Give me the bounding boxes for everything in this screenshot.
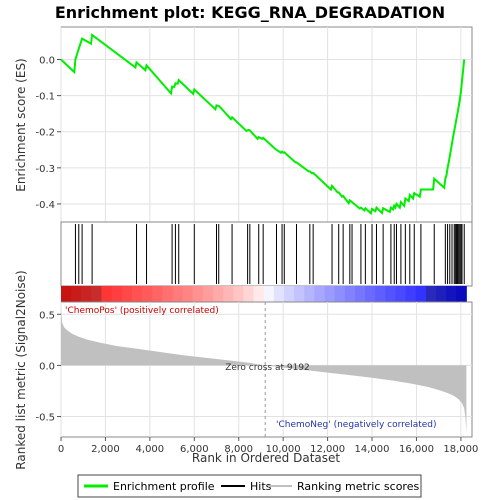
legend-label: Enrichment profile: [113, 480, 215, 493]
rank-bar-segment: [61, 286, 72, 302]
legend-items: Enrichment profile Hits Ranking metric sco…: [84, 480, 419, 493]
rank-bar-segment: [334, 286, 346, 302]
rank-bar-segment: [131, 286, 143, 302]
rank-bar-segment: [456, 286, 467, 302]
rank-bar-segment: [405, 286, 417, 302]
hits-panel: [60, 221, 473, 287]
rank-bar-segment: [385, 286, 396, 302]
rank-bar-segment: [375, 286, 386, 302]
es-y-tick-label: -0.1: [35, 92, 55, 103]
rank-bar-segment: [101, 286, 113, 302]
rank-bar-segment: [273, 286, 285, 302]
positive-correlation-label: 'ChemoPos' (positively correlated): [65, 306, 219, 316]
negative-correlation-label: 'ChemoNeg' (negatively correlated): [276, 420, 437, 430]
metric-y-tick-label: 0.5: [39, 310, 55, 321]
x-tick-label: 0: [58, 444, 64, 455]
legend-label: Ranking metric scores: [297, 480, 419, 493]
rank-bar-segment: [121, 286, 133, 302]
legend: Enrichment profile Hits Ranking metric sco…: [77, 474, 422, 498]
rank-bar-segment: [263, 286, 275, 302]
rank-bar-segment: [91, 286, 102, 302]
x-tick-label: 12,000: [310, 444, 345, 455]
x-tick-label: 18,000: [443, 444, 478, 455]
rank-bar-segment: [233, 286, 244, 302]
rank-bar-segment: [294, 286, 305, 302]
chart-title: Enrichment plot: KEGG_RNA_DEGRADATION: [55, 3, 445, 22]
hit-marks: [74, 224, 465, 284]
rank-bar-segment: [354, 286, 366, 302]
rank-bar-segment: [81, 286, 92, 302]
es-y-tick-label: -0.2: [35, 128, 55, 139]
metric-y-tick-label: -0.5: [35, 413, 55, 424]
es-axis-label: Enrichment score (ES): [14, 58, 28, 191]
x-tick-label: 2,000: [91, 444, 120, 455]
rank-bar-segment: [395, 286, 407, 302]
enrichment-profile-line: [60, 33, 466, 216]
x-tick-label: 4,000: [136, 444, 165, 455]
metric-panel: 0.5 0.0 -0.5 'ChemoPos' (positively correl…: [35, 301, 473, 438]
metric-axis-label: Ranked list metric (Signal2Noise): [14, 270, 28, 469]
rank-bar-segment: [344, 286, 356, 302]
rank-bar-segment: [111, 286, 123, 302]
rank-bar-segment: [243, 286, 254, 302]
rank-bar-segment: [304, 286, 315, 302]
es-grid: [60, 27, 472, 222]
rank-bar-segment: [314, 286, 325, 302]
rank-bar-segment: [324, 286, 336, 302]
es-panel: 0.0 -0.1 -0.2 -0.3 -0.4: [35, 26, 473, 223]
x-tick-label: 16,000: [399, 444, 434, 455]
rank-bar-segment: [162, 286, 173, 302]
es-y-ticks: 0.0 -0.1 -0.2 -0.3 -0.4: [35, 56, 61, 211]
rank-bar-segment: [253, 286, 265, 302]
es-y-tick-label: 0.0: [39, 56, 55, 67]
legend-frame: [77, 474, 422, 498]
rank-bar-segment: [415, 286, 427, 302]
rank-bar-segment: [172, 286, 184, 302]
zero-cross-label: Zero cross at 9192: [225, 363, 310, 373]
x-axis-label: Rank in Ordered Dataset: [192, 451, 340, 465]
x-tick-label: 6,000: [180, 444, 209, 455]
rank-bar-segment: [283, 286, 295, 302]
rank-bar-segment: [213, 286, 224, 302]
rank-color-bar: [61, 286, 467, 302]
rank-bar-segment: [71, 286, 82, 302]
rank-bar-segment: [365, 286, 376, 302]
rank-bar-segment: [152, 286, 163, 302]
rank-bar-segment: [142, 286, 153, 302]
rank-bar-segment: [436, 286, 447, 302]
x-axis-ticks: 0 2,000 4,000 6,000 8,000 10,000 12,000 14,000 1…: [58, 437, 478, 455]
rank-bar-segment: [446, 286, 457, 302]
rank-bar-segment: [202, 286, 214, 302]
hits-panel-frame: [60, 221, 473, 287]
rank-bar-segment: [223, 286, 234, 302]
rank-bar-segment: [425, 286, 437, 302]
es-y-tick-label: -0.3: [35, 164, 55, 175]
es-panel-frame: [60, 26, 473, 223]
metric-y-tick-label: 0.0: [39, 361, 55, 372]
ranking-metric-area: [61, 308, 467, 433]
metric-y-ticks: 0.5 0.0 -0.5: [35, 310, 61, 424]
legend-label: Hits: [250, 480, 272, 493]
rank-bar-segment: [192, 286, 204, 302]
x-tick-label: 10,000: [266, 444, 301, 455]
rank-bar-segment: [182, 286, 194, 302]
es-y-tick-label: -0.4: [35, 200, 55, 211]
x-tick-label: 14,000: [355, 444, 390, 455]
x-tick-label: 8,000: [224, 444, 253, 455]
